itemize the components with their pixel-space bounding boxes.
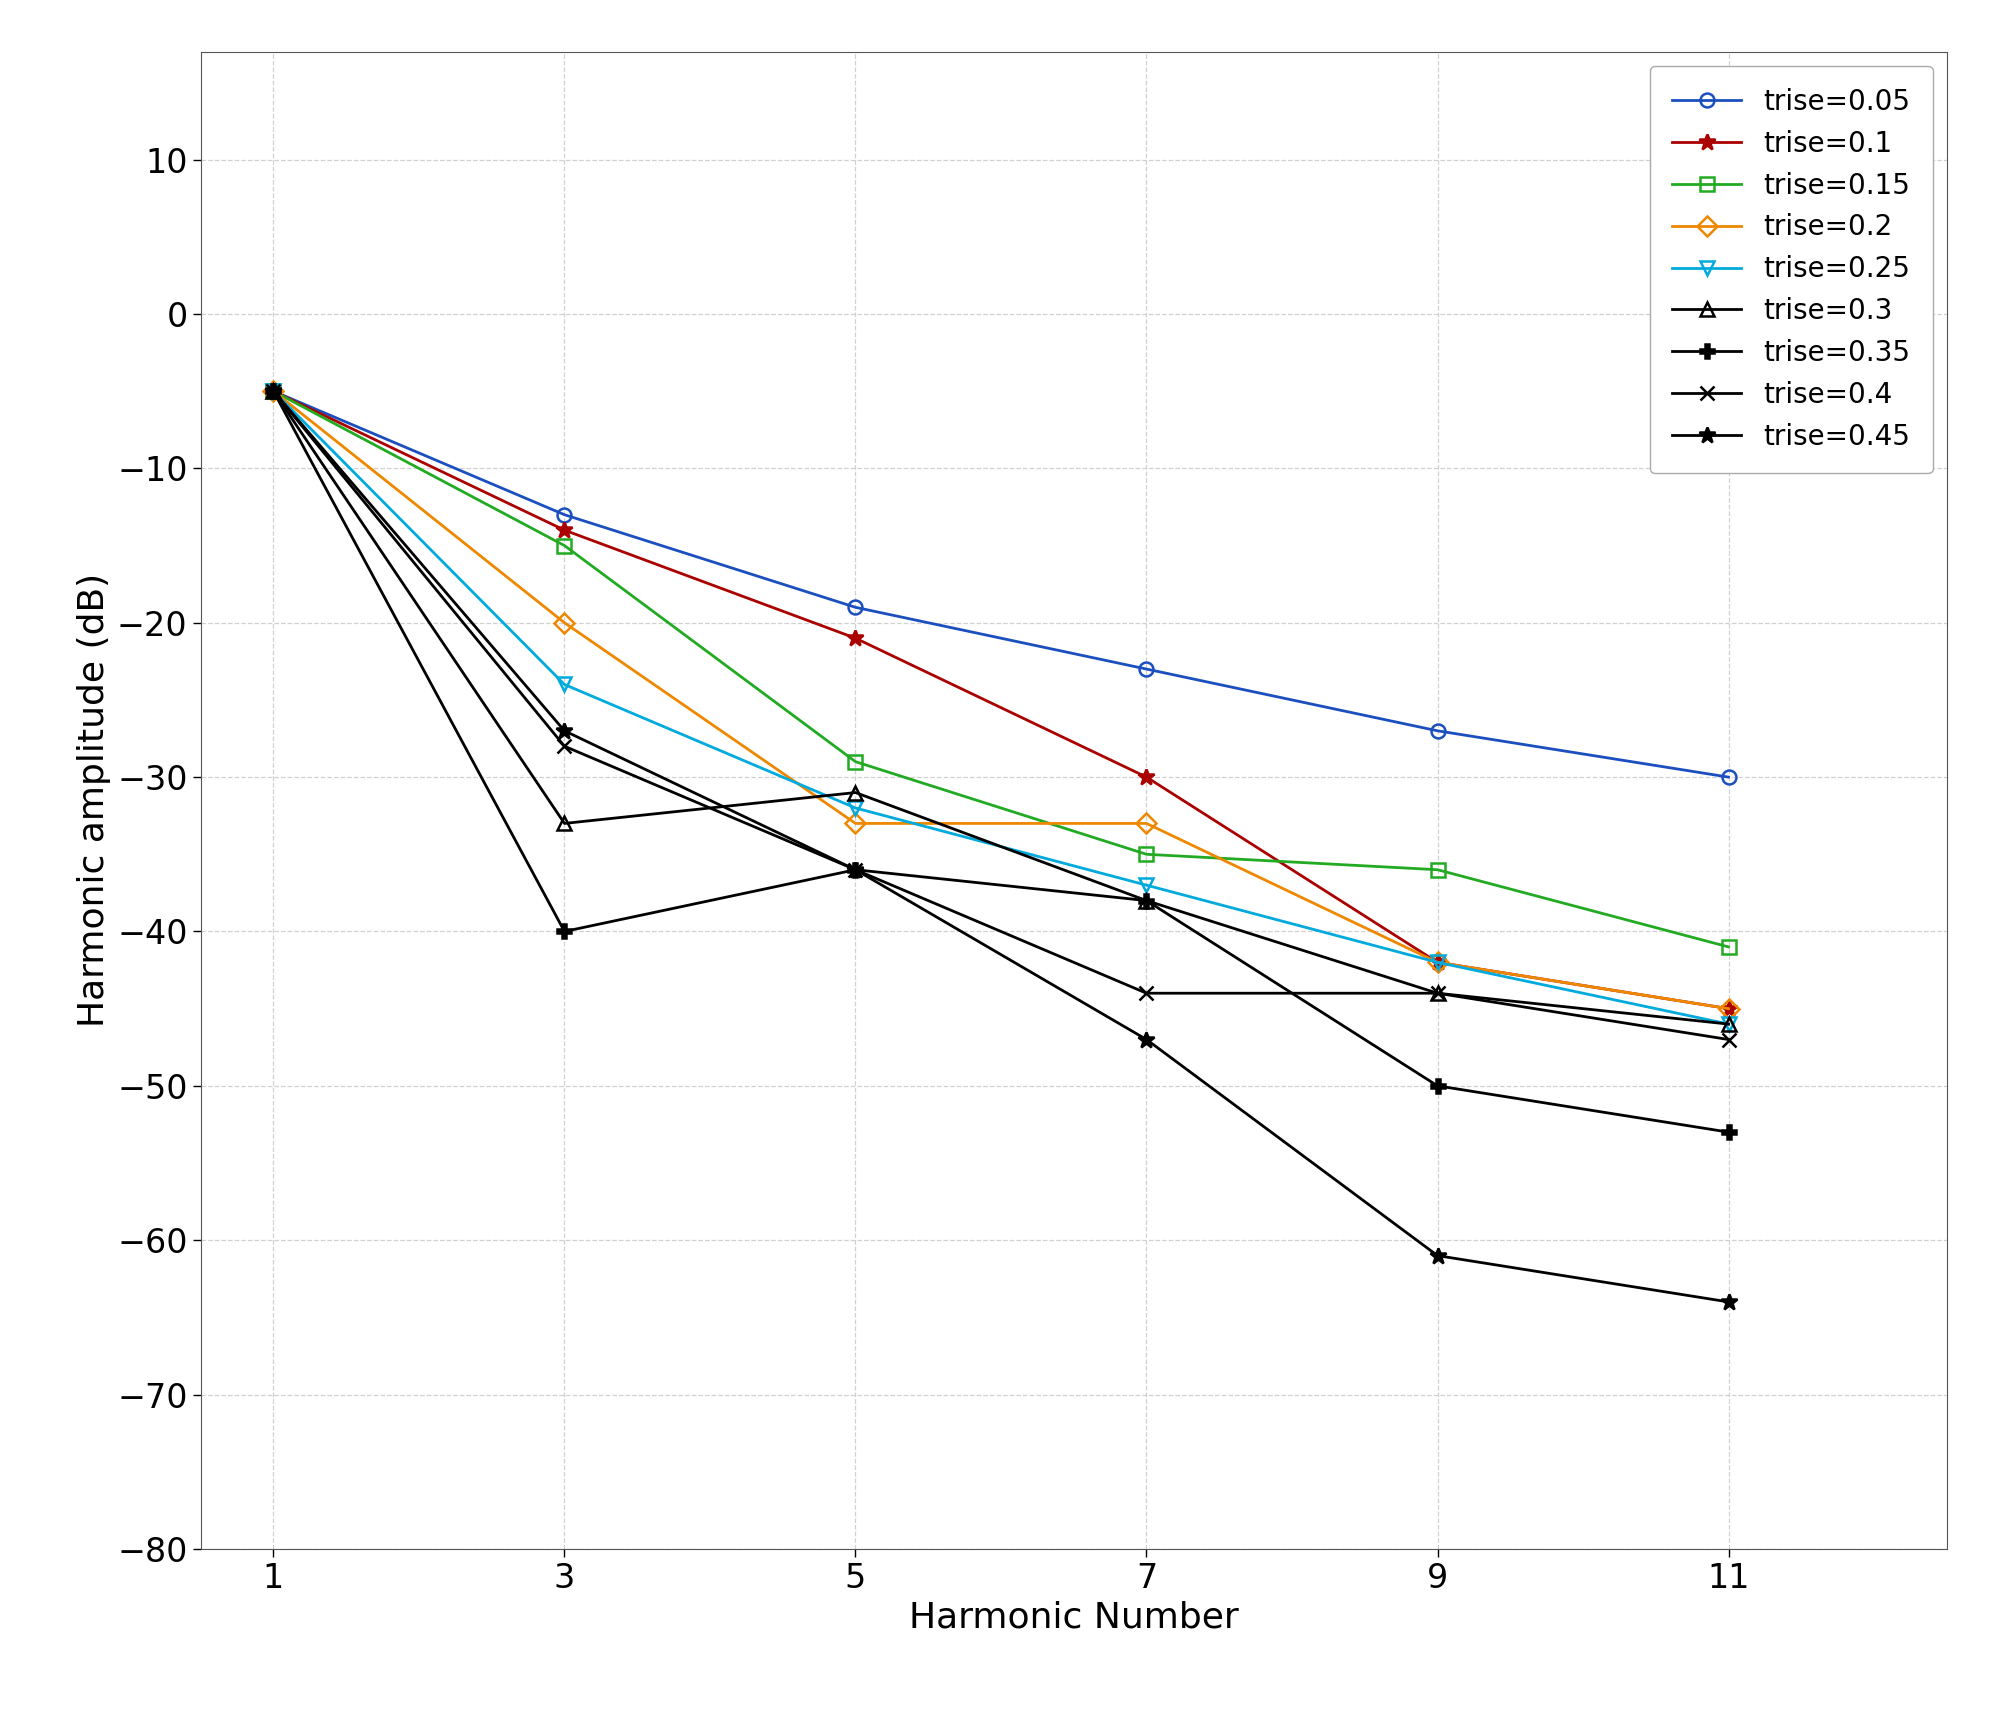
trise=0.25 — [1134, 874, 1158, 895]
trise=0.4 — [261, 380, 285, 401]
trise=0.1 — [1425, 952, 1449, 972]
trise=0.05 — [843, 597, 867, 618]
trise=0.4 — [1425, 983, 1449, 1003]
trise=0.05 — [1716, 768, 1740, 788]
trise=0.15 — [1716, 936, 1740, 957]
trise=0.2 — [1134, 812, 1158, 833]
trise=0.25 — [1425, 952, 1449, 972]
trise=0.15 — [1425, 859, 1449, 879]
trise=0.35 — [1134, 890, 1158, 910]
trise=0.25 — [552, 675, 576, 695]
Line: trise=0.3: trise=0.3 — [267, 384, 1736, 1031]
trise=0.3 — [1716, 1014, 1740, 1034]
trise=0.35 — [1425, 1076, 1449, 1096]
trise=0.05 — [552, 504, 576, 525]
trise=0.3 — [843, 783, 867, 804]
trise=0.2 — [261, 380, 285, 401]
trise=0.4 — [552, 737, 576, 757]
trise=0.45 — [843, 859, 867, 879]
Line: trise=0.2: trise=0.2 — [267, 384, 1736, 1015]
trise=0.3 — [261, 380, 285, 401]
trise=0.3 — [1425, 983, 1449, 1003]
trise=0.2 — [843, 812, 867, 833]
trise=0.2 — [1716, 998, 1740, 1019]
trise=0.1 — [1134, 768, 1158, 788]
trise=0.25 — [261, 380, 285, 401]
trise=0.2 — [1425, 952, 1449, 972]
trise=0.45 — [1425, 1246, 1449, 1267]
trise=0.45 — [261, 380, 285, 401]
trise=0.25 — [843, 797, 867, 817]
trise=0.05 — [261, 380, 285, 401]
trise=0.45 — [1134, 1029, 1158, 1050]
trise=0.1 — [843, 628, 867, 649]
trise=0.1 — [1716, 998, 1740, 1019]
trise=0.1 — [261, 380, 285, 401]
trise=0.35 — [1716, 1122, 1740, 1143]
Line: trise=0.1: trise=0.1 — [265, 382, 1736, 1017]
trise=0.05 — [1134, 659, 1158, 680]
trise=0.35 — [261, 380, 285, 401]
trise=0.4 — [1134, 983, 1158, 1003]
trise=0.35 — [552, 921, 576, 941]
Line: trise=0.4: trise=0.4 — [267, 384, 1736, 1046]
trise=0.1 — [552, 520, 576, 540]
trise=0.45 — [1716, 1291, 1740, 1311]
trise=0.05 — [1425, 721, 1449, 742]
trise=0.4 — [1716, 1029, 1740, 1050]
trise=0.35 — [843, 859, 867, 879]
Line: trise=0.15: trise=0.15 — [267, 384, 1736, 953]
trise=0.3 — [1134, 890, 1158, 910]
trise=0.15 — [552, 535, 576, 556]
trise=0.45 — [552, 721, 576, 742]
Line: trise=0.45: trise=0.45 — [265, 382, 1736, 1310]
trise=0.15 — [1134, 843, 1158, 864]
Y-axis label: Harmonic amplitude (dB): Harmonic amplitude (dB) — [78, 573, 110, 1027]
Line: trise=0.35: trise=0.35 — [267, 384, 1736, 1139]
trise=0.15 — [261, 380, 285, 401]
Legend: trise=0.05, trise=0.1, trise=0.15, trise=0.2, trise=0.25, trise=0.3, trise=0.35,: trise=0.05, trise=0.1, trise=0.15, trise… — [1650, 65, 1933, 473]
Line: trise=0.25: trise=0.25 — [267, 384, 1736, 1031]
trise=0.15 — [843, 752, 867, 773]
trise=0.3 — [552, 812, 576, 833]
Line: trise=0.05: trise=0.05 — [267, 384, 1736, 785]
trise=0.2 — [552, 613, 576, 633]
trise=0.25 — [1716, 1014, 1740, 1034]
trise=0.4 — [843, 859, 867, 879]
X-axis label: Harmonic Number: Harmonic Number — [909, 1601, 1238, 1635]
